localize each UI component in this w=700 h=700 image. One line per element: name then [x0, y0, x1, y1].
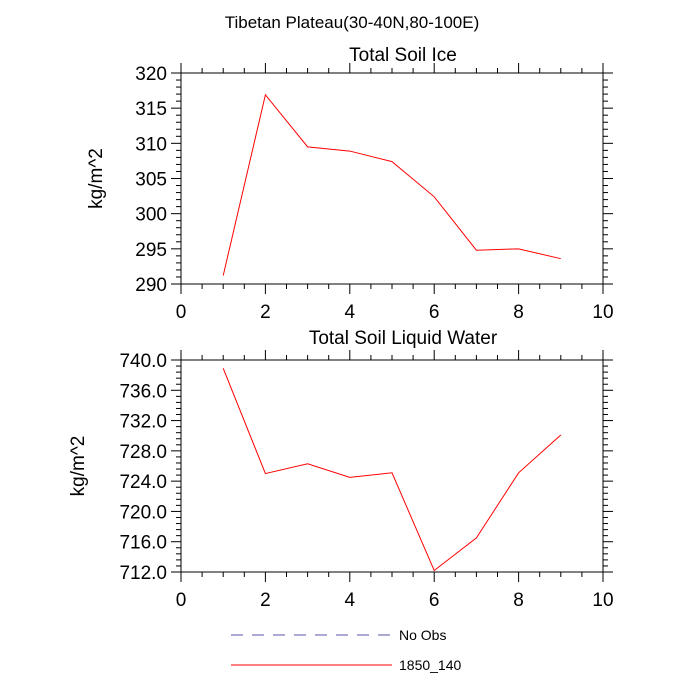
plot-panel-1: Total Soil Ice 0 2 4 6 8 10 290 295 300 305 310 315 3… [86, 45, 614, 323]
plot-title: Total Soil Liquid Water [309, 328, 498, 349]
x-tick-label: 2 [260, 590, 271, 611]
plots: Total Soil Ice 0 2 4 6 8 10 290 295 300 305 310 315 3… [68, 45, 614, 611]
y-tick-label: 716.0 [119, 533, 167, 554]
y-tick-label: 320 [135, 64, 167, 85]
y-tick-label: 728.0 [119, 442, 167, 463]
series-line-1850_140 [222, 368, 562, 572]
legend: No Obs 1850_140 [231, 627, 462, 673]
y-tick-label: 290 [135, 275, 167, 296]
series-line-1850_140 [222, 93, 561, 276]
plot-title: Total Soil Ice [349, 45, 457, 66]
x-tick-label: 8 [513, 302, 524, 323]
y-tick-label: 315 [135, 99, 167, 120]
x-tick-label: 10 [592, 590, 613, 611]
y-tick-label: 724.0 [119, 472, 167, 493]
x-tick-label: 0 [176, 302, 187, 323]
y-tick-label: 736.0 [119, 381, 167, 402]
plot-frame [180, 359, 604, 573]
y-tick-label: 295 [135, 240, 167, 261]
plot-frame [180, 72, 604, 285]
y-tick-label: 305 [135, 170, 167, 191]
x-tick-label: 6 [429, 590, 440, 611]
y-axis-label: kg/m^2 [68, 436, 89, 497]
x-tick-label: 0 [176, 590, 187, 611]
y-axis-label: kg/m^2 [86, 148, 107, 209]
y-tick-label: 300 [135, 205, 167, 226]
x-tick-label: 8 [513, 590, 524, 611]
legend-label-2: 1850_140 [399, 657, 462, 673]
x-tick-label: 6 [429, 302, 440, 323]
plot-panel-2: Total Soil Liquid Water 0 2 4 6 8 10 712.0 716.0… [68, 328, 614, 611]
y-tick-label: 310 [135, 134, 167, 155]
legend-label-1: No Obs [399, 627, 446, 643]
x-tick-label: 4 [345, 590, 356, 611]
x-tick-label: 10 [592, 302, 613, 323]
x-tick-label: 4 [345, 302, 356, 323]
y-tick-label: 732.0 [119, 412, 167, 433]
figure-suptitle: Tibetan Plateau(30-40N,80-100E) [225, 13, 480, 32]
y-tick-label: 720.0 [119, 502, 167, 523]
y-tick-label: 740.0 [119, 351, 167, 372]
x-tick-label: 2 [260, 302, 271, 323]
y-tick-label: 712.0 [119, 563, 167, 584]
